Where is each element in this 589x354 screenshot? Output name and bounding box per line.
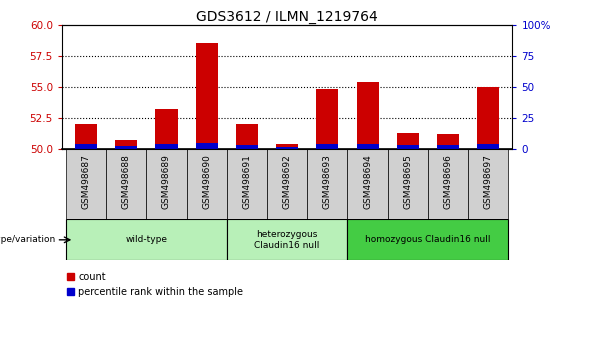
Bar [196,143,218,149]
Bar [115,145,137,149]
Bar [316,144,339,149]
Bar [276,147,298,149]
Bar [236,145,258,149]
Bar [316,89,339,149]
Bar [348,219,508,260]
Bar [348,149,388,219]
Text: GSM498694: GSM498694 [363,154,372,209]
Bar [267,149,307,219]
Text: GSM498697: GSM498697 [484,154,493,209]
Bar [437,134,459,149]
Text: GSM498696: GSM498696 [444,154,452,209]
Text: GSM498690: GSM498690 [202,154,211,209]
Bar [477,144,499,149]
Bar [115,140,137,149]
Bar [75,124,97,149]
Bar [155,144,177,149]
Text: heterozygous
Claudin16 null: heterozygous Claudin16 null [254,230,320,250]
Bar [196,43,218,149]
Title: GDS3612 / ILMN_1219764: GDS3612 / ILMN_1219764 [196,10,378,24]
Bar [307,149,348,219]
Bar [106,149,146,219]
Bar [155,109,177,149]
Text: GSM498695: GSM498695 [403,154,412,209]
Bar [468,149,508,219]
Bar [227,219,348,260]
Text: genotype/variation: genotype/variation [0,235,56,244]
Bar [187,149,227,219]
Bar [236,124,258,149]
Bar [356,144,379,149]
Bar [66,149,106,219]
Legend: count, percentile rank within the sample: count, percentile rank within the sample [67,272,243,297]
Bar [66,219,227,260]
Text: GSM498689: GSM498689 [162,154,171,209]
Text: wild-type: wild-type [125,235,167,244]
Bar [356,82,379,149]
Text: GSM498693: GSM498693 [323,154,332,209]
Text: GSM498687: GSM498687 [81,154,91,209]
Text: GSM498688: GSM498688 [122,154,131,209]
Bar [397,133,419,149]
Bar [276,144,298,149]
Bar [428,149,468,219]
Bar [227,149,267,219]
Bar [437,145,459,149]
Bar [477,87,499,149]
Bar [75,144,97,149]
Text: GSM498692: GSM498692 [283,154,292,209]
Text: GSM498691: GSM498691 [243,154,252,209]
Text: homozygous Claudin16 null: homozygous Claudin16 null [365,235,491,244]
Bar [388,149,428,219]
Bar [397,145,419,149]
Bar [146,149,187,219]
